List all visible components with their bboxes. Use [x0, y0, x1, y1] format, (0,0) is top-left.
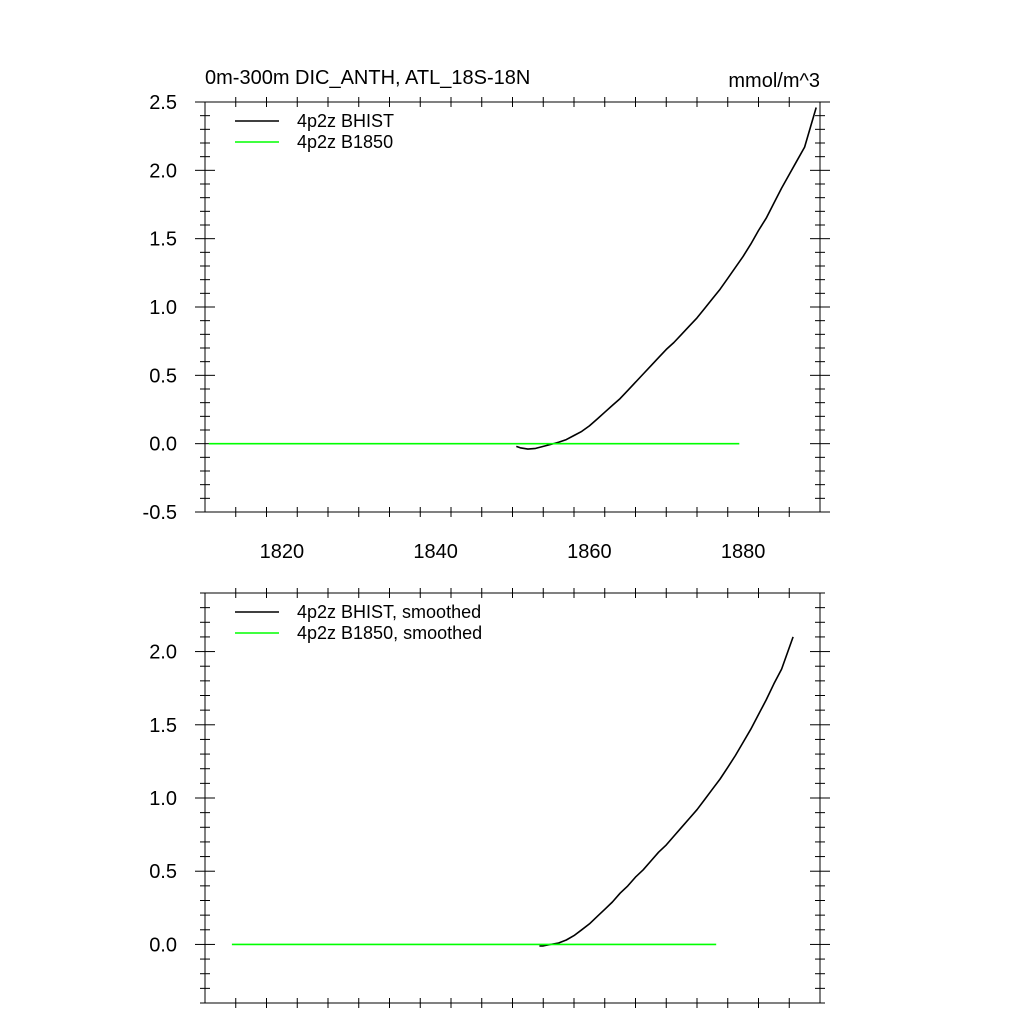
y-tick-label: 0.0 — [149, 934, 177, 956]
series-line-1 — [539, 636, 794, 947]
series-line-1 — [516, 107, 817, 450]
chart-title: 0m-300m DIC_ANTH, ATL_18S-18N — [205, 67, 530, 89]
units-label: mmol/m^3 — [728, 70, 820, 92]
legend-label: 4p2z BHIST, smoothed — [297, 602, 481, 622]
y-tick-label: 2.5 — [149, 92, 177, 114]
y-tick-label: -0.5 — [143, 502, 177, 524]
legend-label: 4p2z B1850, smoothed — [297, 623, 482, 643]
chart-panel-1: 1820 1840 1860 1880 -0.5 0.0 0.5 1.0 1.5 2.0 2.5 0m… — [143, 67, 830, 563]
y-tick-label: 1.5 — [149, 715, 177, 737]
chart-panel-2: 0.0 0.5 1.0 1.5 2.0 4p2z BHIST, smoothed4p2z … — [149, 588, 830, 1008]
y-tick-label: 2.0 — [149, 642, 177, 664]
y-tick-label: 0.5 — [149, 365, 177, 387]
y-tick-label: 0.0 — [149, 434, 177, 456]
x-tick-label: 1840 — [413, 541, 458, 563]
legend-label: 4p2z BHIST — [297, 111, 394, 131]
y-tick-label: 1.5 — [149, 229, 177, 251]
y-tick-label: 2.0 — [149, 160, 177, 182]
y-tick-label: 0.5 — [149, 861, 177, 883]
y-tick-label: 1.0 — [149, 788, 177, 810]
x-tick-label: 1880 — [721, 541, 766, 563]
legend-label: 4p2z B1850 — [297, 132, 393, 152]
y-tick-label: 1.0 — [149, 297, 177, 319]
x-tick-label: 1820 — [260, 541, 305, 563]
x-tick-label: 1860 — [567, 541, 612, 563]
